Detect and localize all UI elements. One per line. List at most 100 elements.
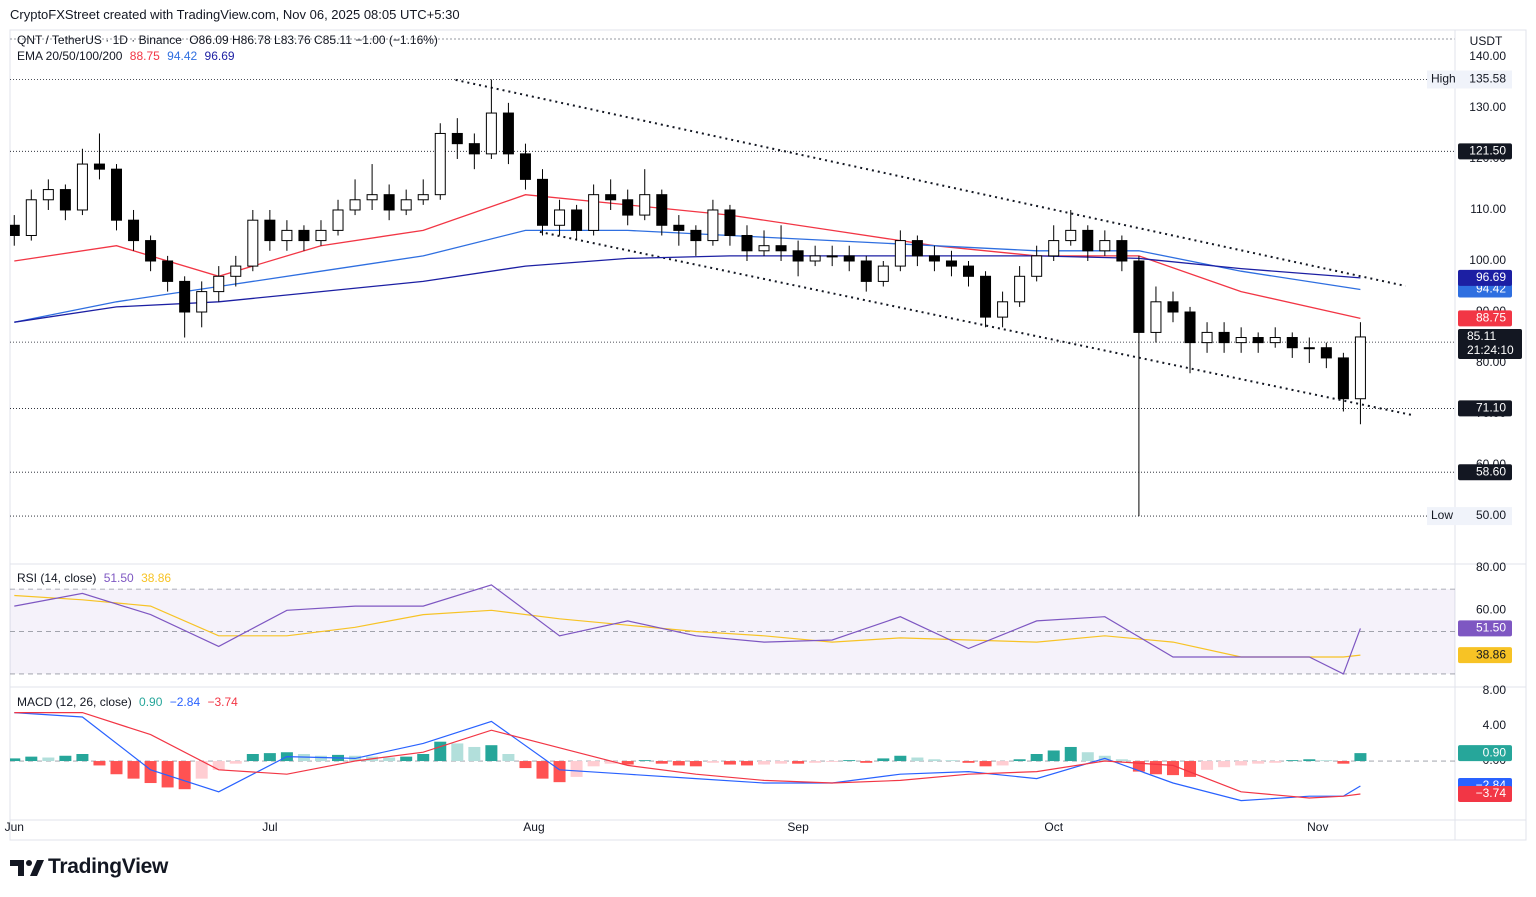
candle-body — [1303, 347, 1315, 350]
histogram-bar — [570, 761, 583, 777]
candle-body — [400, 199, 412, 211]
candle-body — [213, 275, 225, 293]
macd-legend: MACD (12, 26, close) 0.90 −2.84 −3.74 — [17, 695, 242, 709]
pane — [10, 584, 1455, 675]
x-tick-label: Jun — [5, 820, 24, 834]
ema-badge — [1458, 310, 1512, 327]
candle-body — [349, 199, 361, 211]
ema-value: 96.69 — [204, 49, 235, 63]
candle-body — [980, 275, 992, 318]
histogram-bar — [485, 745, 498, 762]
y-tick-label: 4.00 — [1483, 718, 1507, 732]
ema-value: 88.75 — [129, 49, 160, 63]
candle-body — [315, 229, 327, 242]
histogram-bar — [1286, 760, 1299, 762]
candle-body — [366, 194, 378, 201]
candle-body — [877, 265, 889, 282]
candle-body — [1133, 260, 1145, 333]
level-badge-label: 58.60 — [1476, 464, 1506, 478]
macd-value: 0.90 — [139, 695, 163, 709]
x-tick-label: Oct — [1044, 820, 1063, 834]
histogram-bar — [723, 761, 736, 765]
histogram-bar — [502, 754, 515, 762]
candle-body — [1116, 240, 1128, 262]
candle-body — [128, 219, 140, 242]
histogram-bar — [1132, 761, 1145, 772]
candle-body — [1167, 301, 1179, 313]
candle-body — [1252, 337, 1264, 344]
trendline — [455, 78, 1406, 287]
rsi-line — [14, 584, 1361, 675]
candle-body — [383, 194, 395, 211]
histogram-bar — [468, 746, 481, 762]
histogram-bar — [1354, 753, 1367, 762]
y-tick-label: 130.00 — [1469, 100, 1506, 114]
histogram-bar — [93, 761, 106, 766]
histogram-bar — [144, 761, 157, 784]
extreme-value: 50.00 — [1476, 508, 1506, 522]
histogram-bar — [1337, 761, 1350, 764]
histogram-bar — [758, 761, 771, 765]
extreme-tag: Low — [1431, 508, 1453, 522]
candle-body — [1150, 301, 1162, 333]
histogram-bar — [229, 761, 242, 764]
x-tick-label: Sep — [787, 820, 809, 834]
histogram-bar — [996, 761, 1009, 766]
histogram-bar — [400, 756, 413, 762]
y-tick-label: 60.00 — [1476, 603, 1506, 617]
candle-body — [843, 255, 855, 262]
candle-body — [111, 168, 123, 221]
candle-body — [690, 229, 702, 242]
rsi-title: RSI (14, close) — [17, 571, 97, 585]
candle-body — [945, 260, 957, 267]
histogram-bar — [1184, 761, 1197, 777]
histogram-bar — [1166, 761, 1179, 776]
credit: CryptoFXStreet created with TradingView.… — [10, 7, 460, 22]
rsi-value: 38.86 — [141, 571, 172, 585]
candle-body — [247, 219, 259, 267]
histogram-bar — [536, 761, 549, 779]
histogram-bar — [792, 761, 805, 764]
histogram-bar — [826, 761, 839, 762]
histogram-bar — [1030, 754, 1043, 762]
candle-body — [588, 194, 600, 231]
histogram-bar — [1201, 761, 1214, 770]
pane — [10, 78, 1455, 517]
histogram-bar — [587, 761, 600, 767]
histogram-bar — [1149, 761, 1162, 775]
histogram-bar — [1252, 761, 1265, 764]
candle-body — [485, 112, 497, 155]
candle-body — [860, 260, 872, 282]
candle-body — [1048, 240, 1060, 257]
rsi-value: 51.50 — [103, 571, 134, 585]
histogram-bar — [877, 758, 890, 762]
histogram-bar — [1115, 759, 1128, 762]
currency: USDT — [1470, 34, 1503, 48]
histogram-bar — [178, 761, 191, 790]
rsi-legend: RSI (14, close) 51.50 38.86 — [17, 571, 175, 585]
extreme-value: 135.58 — [1469, 72, 1506, 86]
candle-body — [332, 209, 344, 231]
histogram-bar — [775, 761, 788, 764]
histogram-bar — [1064, 746, 1077, 762]
histogram-bar — [1013, 759, 1026, 762]
x-tick-label: Jul — [262, 820, 277, 834]
histogram-bar — [740, 761, 753, 766]
histogram-bar — [263, 753, 276, 762]
histogram-bar — [621, 761, 634, 765]
histogram-bar — [809, 761, 822, 763]
extreme-tag: High — [1431, 72, 1456, 86]
candle-body — [298, 229, 310, 242]
candle-body — [1354, 336, 1366, 400]
candle-body — [519, 153, 531, 180]
last-price-badge — [1458, 328, 1522, 359]
macd-line — [14, 712, 1361, 799]
macd-badge-label: −3.74 — [1476, 786, 1507, 800]
candle-body — [673, 224, 685, 231]
candle-body — [1201, 331, 1213, 344]
candle-body — [1031, 255, 1043, 277]
histogram-bar — [553, 761, 566, 783]
macd-title: MACD (12, 26, close) — [17, 695, 132, 709]
level-badge-label: 121.50 — [1469, 143, 1506, 157]
y-tick-label: 100.00 — [1469, 253, 1506, 267]
